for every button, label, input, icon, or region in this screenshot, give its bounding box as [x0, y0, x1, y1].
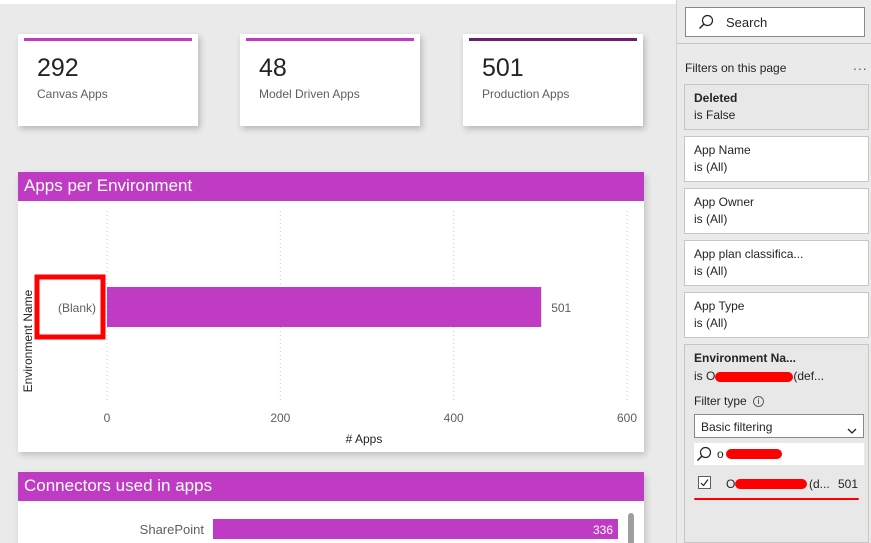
- option-label-suffix: (d...: [809, 477, 830, 491]
- filter-value: is (All): [694, 316, 728, 330]
- filter-name: App plan classifica...: [694, 247, 804, 261]
- filter-card-app-type[interactable]: App Type is (All): [684, 292, 869, 338]
- filter-card-app-plan[interactable]: App plan classifica... is (All): [684, 240, 869, 286]
- filter-card-deleted[interactable]: Deleted is False: [684, 84, 869, 130]
- bar: [107, 287, 542, 327]
- filter-value: is O (def...: [694, 369, 824, 383]
- info-icon: i: [753, 396, 765, 407]
- redaction-mark: [715, 371, 794, 382]
- checkbox-checked-icon[interactable]: [698, 476, 711, 489]
- filter-name: App Type: [694, 299, 745, 313]
- card-accent-bar: [469, 38, 637, 41]
- scrollbar-thumb[interactable]: [628, 513, 634, 543]
- filter-search-value: o: [717, 447, 724, 461]
- x-axis-title: # Apps: [346, 432, 383, 446]
- filter-name: App Name: [694, 143, 751, 157]
- card-label: Model Driven Apps: [259, 87, 360, 101]
- x-tick-label: 200: [270, 411, 290, 425]
- y-tick-label: SharePoint: [140, 522, 205, 537]
- filter-value: is (All): [694, 212, 728, 226]
- filter-name: App Owner: [694, 195, 755, 209]
- card-production-apps[interactable]: 501 Production Apps: [463, 34, 643, 126]
- card-value: 48: [259, 54, 287, 82]
- apps-per-environment-chart: Environment Name # Apps 0 200 400 600 501 (Bl…: [21, 211, 637, 446]
- y-axis-title: Environment Name: [21, 289, 35, 392]
- chevron-down-icon: [847, 422, 857, 440]
- filter-type-value: Basic filtering: [701, 420, 773, 434]
- card-accent-bar: [24, 38, 192, 41]
- visual-title: Apps per Environment: [18, 172, 644, 201]
- data-label: 501: [551, 301, 571, 315]
- filter-value-prefix: is O: [694, 369, 716, 383]
- filter-name: Deleted: [694, 91, 738, 105]
- filter-value: is (All): [694, 264, 728, 278]
- y-tick-label: (Blank): [58, 301, 96, 315]
- search-icon: [696, 446, 712, 467]
- highlight-box: [34, 274, 106, 340]
- filters-header: Filters on this page: [685, 61, 787, 75]
- card-label: Production Apps: [482, 87, 570, 101]
- filter-type-dropdown[interactable]: Basic filtering: [694, 414, 864, 438]
- filter-value: is (All): [694, 160, 728, 174]
- card-canvas-apps[interactable]: 292 Canvas Apps: [18, 34, 198, 126]
- card-accent-bar: [246, 38, 414, 41]
- redaction-mark: [726, 449, 782, 459]
- more-options-icon[interactable]: ...: [853, 57, 868, 73]
- filter-search-input[interactable]: o: [694, 443, 864, 465]
- filter-card-environment-name[interactable]: Environment Na... is O (def... Filter typ…: [684, 344, 869, 543]
- canvas-top-strip: [0, 0, 676, 4]
- filter-card-app-name[interactable]: App Name is (All): [684, 136, 869, 182]
- option-label-prefix: O: [726, 477, 736, 491]
- filter-value: is False: [694, 108, 736, 122]
- visual-title: Connectors used in apps: [18, 472, 644, 501]
- card-label: Canvas Apps: [37, 87, 108, 101]
- connectors-chart: 336 SharePoint: [140, 513, 634, 543]
- x-tick-label: 400: [444, 411, 464, 425]
- red-underline-annotation: [694, 498, 859, 500]
- search-placeholder: Search: [726, 15, 768, 30]
- filters-pane: Search Filters on this page ... Deleted …: [676, 0, 871, 543]
- redaction-mark: [735, 479, 807, 489]
- search-icon: [698, 14, 714, 35]
- filter-card-app-owner[interactable]: App Owner is (All): [684, 188, 869, 234]
- apps-per-environment-visual[interactable]: Apps per Environment Environment Name # …: [18, 172, 644, 452]
- bar: [213, 519, 618, 539]
- x-tick-label: 0: [104, 411, 111, 425]
- filter-type-label: Filter type i: [694, 394, 765, 408]
- filter-type-label-text: Filter type: [694, 394, 747, 408]
- pane-divider: [677, 43, 871, 44]
- x-tick-label: 600: [617, 411, 637, 425]
- data-label: 336: [593, 523, 613, 537]
- filter-value-suffix: (def...: [793, 369, 825, 383]
- filters-search-input[interactable]: Search: [685, 7, 865, 37]
- filter-name: Environment Na...: [694, 351, 797, 365]
- filter-option-row[interactable]: O (d... 501: [694, 473, 864, 493]
- option-count: 501: [838, 477, 859, 491]
- connectors-used-visual[interactable]: Connectors used in apps 336 SharePoint: [18, 472, 644, 543]
- card-value: 501: [482, 54, 524, 82]
- report-canvas: 292 Canvas Apps 48 Model Driven Apps 501…: [0, 0, 676, 543]
- card-model-driven-apps[interactable]: 48 Model Driven Apps: [240, 34, 420, 126]
- card-value: 292: [37, 54, 79, 82]
